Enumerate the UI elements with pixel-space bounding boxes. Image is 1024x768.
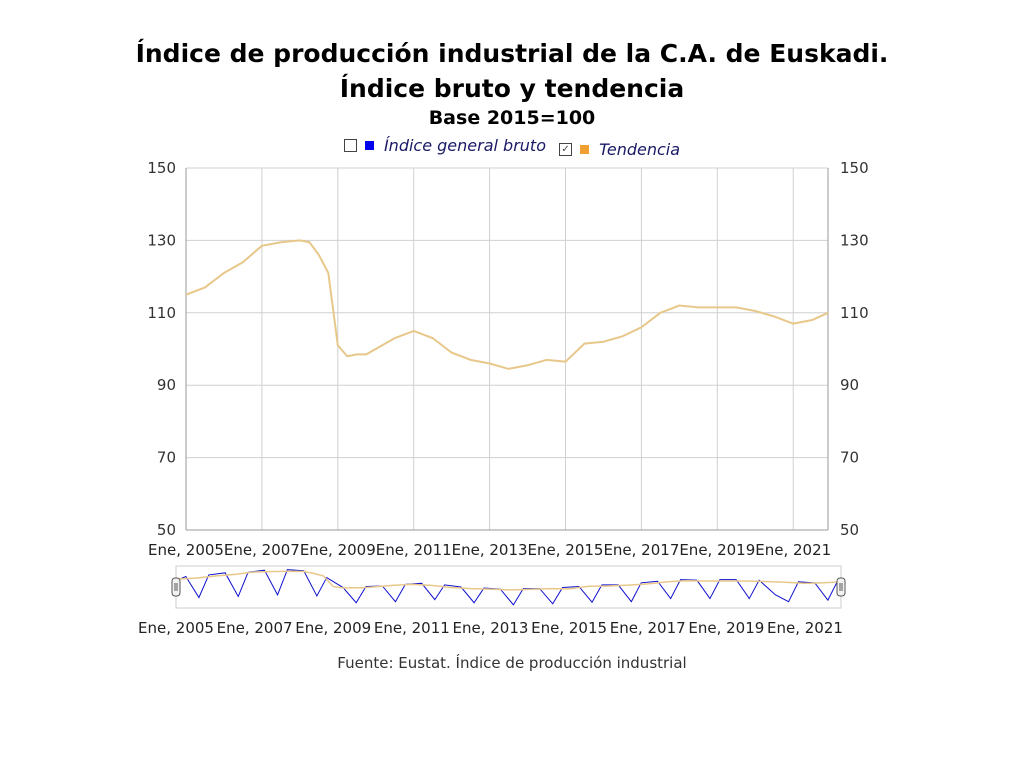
x-tick-label: Ene, 2015 <box>528 541 604 559</box>
x-tick-label: Ene, 2017 <box>603 541 679 559</box>
y-tick-label-right: 110 <box>840 304 869 322</box>
legend-item-raw-index[interactable]: Índice general bruto <box>343 136 546 155</box>
navigator-x-tick-label: Ene, 2005 <box>138 619 214 637</box>
navigator-handle-left[interactable] <box>171 577 181 597</box>
legend-item-trend[interactable]: ✓ Tendencia <box>559 140 680 159</box>
navigator-series-tendencia <box>175 570 842 591</box>
chart-title: Índice de producción industrial de la C.… <box>0 36 1024 106</box>
y-tick-label-left: 110 <box>147 304 176 322</box>
navigator-series-bruto <box>175 569 839 606</box>
navigator-frame <box>175 565 842 609</box>
navigator-x-tick-label: Ene, 2013 <box>453 619 529 637</box>
x-tick-label: Ene, 2011 <box>376 541 452 559</box>
x-tick-label: Ene, 2005 <box>148 541 224 559</box>
legend: Índice general bruto ✓ Tendencia <box>0 136 1024 159</box>
chart-title-line-2: Índice bruto y tendencia <box>339 74 685 103</box>
navigator-x-tick-label: Ene, 2007 <box>217 619 293 637</box>
y-tick-label-left: 90 <box>157 376 176 394</box>
y-tick-label-right: 90 <box>840 376 859 394</box>
navigator-x-tick-label: Ene, 2015 <box>531 619 607 637</box>
x-tick-label: Ene, 2019 <box>679 541 755 559</box>
y-tick-label-left: 70 <box>157 449 176 467</box>
navigator-handle-right[interactable] <box>836 577 846 597</box>
chart-subtitle: Base 2015=100 <box>428 107 596 129</box>
legend-checkbox-trend[interactable]: ✓ <box>559 143 573 156</box>
legend-swatch-trend <box>580 145 590 154</box>
source-note: Fuente: Eustat. Índice de producción ind… <box>337 654 687 672</box>
y-tick-label-left: 50 <box>157 521 176 539</box>
navigator-x-tick-label: Ene, 2019 <box>688 619 764 637</box>
x-tick-label: Ene, 2009 <box>300 541 376 559</box>
navigator-x-tick-label: Ene, 2021 <box>767 619 843 637</box>
x-tick-label: Ene, 2021 <box>755 541 831 559</box>
legend-label-raw-index: Índice general bruto <box>383 136 546 155</box>
legend-swatch-raw-index <box>364 141 374 150</box>
legend-checkbox-raw-index[interactable] <box>343 139 357 152</box>
y-tick-label-right: 50 <box>840 521 859 539</box>
y-tick-label-right: 150 <box>840 159 869 177</box>
x-tick-label: Ene, 2013 <box>452 541 528 559</box>
y-tick-label-right: 130 <box>840 231 869 249</box>
navigator-x-tick-label: Ene, 2009 <box>295 619 371 637</box>
navigator-x-tick-label: Ene, 2011 <box>374 619 450 637</box>
navigator-x-tick-label: Ene, 2017 <box>610 619 686 637</box>
chart-title-line-1: Índice de producción industrial de la C.… <box>135 39 889 68</box>
series-line-tendencia <box>185 239 829 370</box>
legend-label-trend: Tendencia <box>599 140 681 159</box>
y-tick-label-left: 150 <box>147 159 176 177</box>
y-tick-label-left: 130 <box>147 231 176 249</box>
x-tick-label: Ene, 2007 <box>224 541 300 559</box>
y-tick-label-right: 70 <box>840 449 859 467</box>
